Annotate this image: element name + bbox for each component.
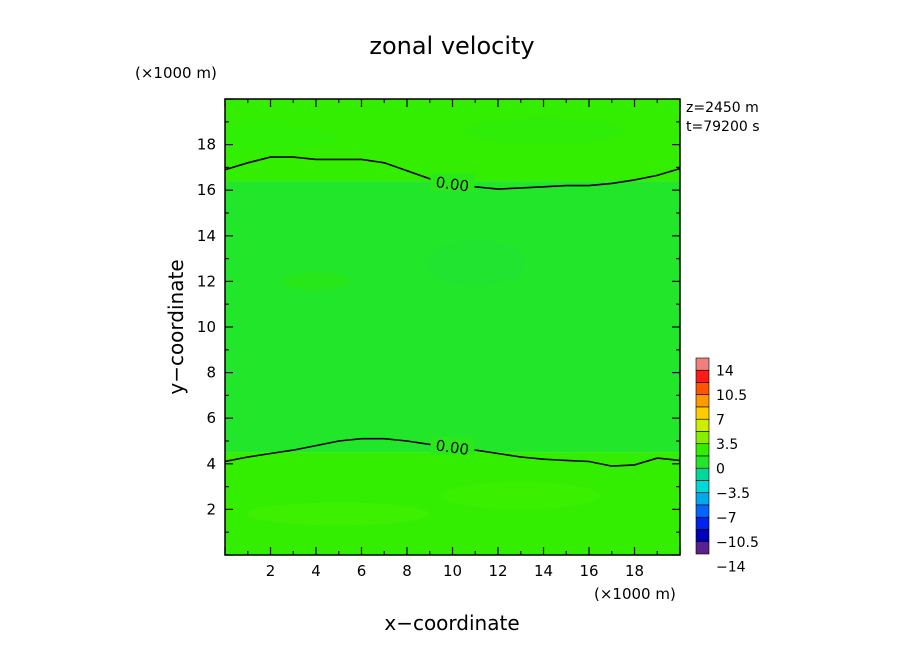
colorbar-swatch xyxy=(695,394,710,408)
x-tick-label: 14 xyxy=(534,562,553,580)
y-axis-title: y−coordinate xyxy=(164,259,188,394)
colorbar-label: 7 xyxy=(716,412,725,428)
y-tick-label: 2 xyxy=(206,500,216,518)
x-tick-label: 4 xyxy=(311,562,321,580)
colorbar-swatch xyxy=(695,418,710,432)
y-tick-label: 12 xyxy=(197,272,216,290)
field-patch-1 xyxy=(225,124,339,152)
colorbar-swatch xyxy=(695,455,710,469)
field-patch-6 xyxy=(247,502,430,526)
colorbar-swatch xyxy=(695,369,710,383)
contour-label-bg-1 xyxy=(430,173,475,192)
info-time: t=79200 s xyxy=(686,119,760,135)
field-patch-5 xyxy=(441,482,601,510)
chart-title: zonal velocity xyxy=(369,32,534,60)
colorbar-label: 3.5 xyxy=(716,437,738,453)
colorbar-label: 14 xyxy=(716,363,734,379)
field-patch-2 xyxy=(463,117,624,145)
x-unit-label: (×1000 m) xyxy=(594,585,676,603)
colorbar-swatch xyxy=(695,516,710,530)
y-tick-label: 10 xyxy=(197,318,216,336)
contour-label-bg-2 xyxy=(430,436,475,455)
x-tick-label: 10 xyxy=(443,562,462,580)
y-tick-label: 14 xyxy=(197,227,216,245)
colorbar-swatch xyxy=(695,431,710,445)
contour-lines: 0.00 0.00 xyxy=(225,156,680,467)
field-patch-3 xyxy=(425,240,526,286)
x-tick-label: 8 xyxy=(402,562,412,580)
colorbar-label: −10.5 xyxy=(716,535,759,551)
axis-ticks: 2 4 6 8 10 12 14 16 18 2 4 6 8 10 12 14 16 18 xyxy=(197,98,681,580)
colorbar-swatch xyxy=(695,541,710,555)
colorbar-swatch xyxy=(695,492,710,506)
y-tick-label: 4 xyxy=(206,455,216,473)
y-tick-label: 16 xyxy=(197,181,216,199)
colorbar-label: 0 xyxy=(716,461,725,477)
contour-label-2: 0.00 xyxy=(435,436,471,458)
field-patch-4 xyxy=(281,272,351,291)
x-axis-title: x−coordinate xyxy=(384,611,519,635)
colorbar-swatch xyxy=(695,480,710,494)
colorbar-swatch xyxy=(695,467,710,481)
contour-label-1: 0.00 xyxy=(435,173,471,195)
colorbar: 14 10.5 7 3.5 0 −3.5 −7 −10.5 −14 xyxy=(695,357,759,575)
x-tick-label: 12 xyxy=(488,562,507,580)
region-center xyxy=(225,181,680,453)
colorbar-label: 10.5 xyxy=(716,388,747,404)
info-depth: z=2450 m xyxy=(686,100,759,116)
x-tick-label: 16 xyxy=(579,562,598,580)
x-tick-label: 18 xyxy=(625,562,644,580)
x-tick-label: 2 xyxy=(266,562,276,580)
colorbar-swatch xyxy=(695,406,710,420)
info-text: z=2450 m t=79200 s xyxy=(686,100,760,135)
colorbar-label: −14 xyxy=(716,559,746,575)
y-tick-label: 18 xyxy=(197,136,216,154)
colorbar-swatch xyxy=(695,504,710,518)
y-tick-label: 6 xyxy=(206,409,216,427)
y-unit-label: (×1000 m) xyxy=(135,64,217,82)
colorbar-swatch xyxy=(695,443,710,457)
colorbar-swatch xyxy=(695,529,710,543)
velocity-field xyxy=(225,99,680,555)
colorbar-swatch xyxy=(695,357,710,371)
y-tick-label: 8 xyxy=(206,364,216,382)
region-south xyxy=(225,452,680,555)
colorbar-swatch xyxy=(695,382,710,396)
colorbar-label: −7 xyxy=(716,510,737,526)
colorbar-label: −3.5 xyxy=(716,486,750,502)
x-tick-label: 6 xyxy=(357,562,367,580)
